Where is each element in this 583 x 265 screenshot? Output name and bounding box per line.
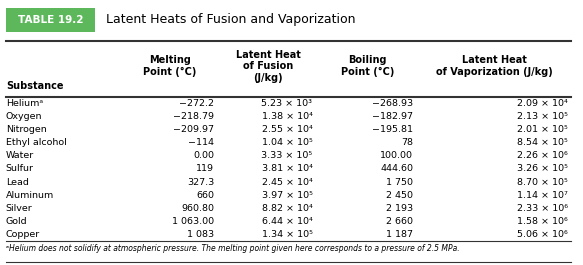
Text: 2.26 × 10⁶: 2.26 × 10⁶ [517,151,568,160]
Text: 2.09 × 10⁴: 2.09 × 10⁴ [517,99,568,108]
Text: Lead: Lead [6,178,29,187]
Text: 2.45 × 10⁴: 2.45 × 10⁴ [262,178,312,187]
Text: Heliumᵃ: Heliumᵃ [6,99,43,108]
Text: 1.38 × 10⁴: 1.38 × 10⁴ [262,112,312,121]
FancyBboxPatch shape [6,8,95,32]
Text: 444.60: 444.60 [380,165,413,173]
Text: 1.34 × 10⁵: 1.34 × 10⁵ [262,230,312,239]
Text: 3.81 × 10⁴: 3.81 × 10⁴ [262,165,312,173]
Text: TABLE 19.2: TABLE 19.2 [17,15,83,25]
Text: Boiling
Point (°C): Boiling Point (°C) [341,55,394,77]
Text: 1 063.00: 1 063.00 [173,217,215,226]
Text: 2.55 × 10⁴: 2.55 × 10⁴ [262,125,312,134]
Text: 5.23 × 10³: 5.23 × 10³ [261,99,312,108]
Text: 2 193: 2 193 [386,204,413,213]
Text: −218.79: −218.79 [173,112,215,121]
Text: 1 083: 1 083 [187,230,215,239]
Text: Oxygen: Oxygen [6,112,42,121]
Text: 1.14 × 10⁷: 1.14 × 10⁷ [517,191,568,200]
Text: Nitrogen: Nitrogen [6,125,47,134]
Text: 2 660: 2 660 [387,217,413,226]
Text: Latent Heats of Fusion and Vaporization: Latent Heats of Fusion and Vaporization [106,13,355,26]
Text: Water: Water [6,151,34,160]
Text: −272.2: −272.2 [180,99,215,108]
Text: 1.58 × 10⁶: 1.58 × 10⁶ [517,217,568,226]
Text: 0.00: 0.00 [194,151,215,160]
Text: 1.04 × 10⁵: 1.04 × 10⁵ [262,138,312,147]
Text: 3.97 × 10⁵: 3.97 × 10⁵ [262,191,312,200]
Text: 1 187: 1 187 [387,230,413,239]
Text: 3.26 × 10⁵: 3.26 × 10⁵ [517,165,568,173]
Text: −114: −114 [188,138,215,147]
Text: 8.54 × 10⁵: 8.54 × 10⁵ [517,138,568,147]
Text: Silver: Silver [6,204,33,213]
Text: 2.01 × 10⁵: 2.01 × 10⁵ [517,125,568,134]
Text: −182.97: −182.97 [373,112,413,121]
Text: −268.93: −268.93 [372,99,413,108]
Text: −195.81: −195.81 [373,125,413,134]
Text: Substance: Substance [6,81,64,91]
Text: Aluminum: Aluminum [6,191,54,200]
Text: Latent Heat
of Vaporization (J/kg): Latent Heat of Vaporization (J/kg) [436,55,553,77]
Text: Copper: Copper [6,230,40,239]
Text: 78: 78 [401,138,413,147]
Text: 2.33 × 10⁶: 2.33 × 10⁶ [517,204,568,213]
Text: 100.00: 100.00 [380,151,413,160]
Text: 960.80: 960.80 [181,204,215,213]
Text: Melting
Point (°C): Melting Point (°C) [143,55,197,77]
Text: 1 750: 1 750 [387,178,413,187]
Text: 3.33 × 10⁵: 3.33 × 10⁵ [261,151,312,160]
Text: 327.3: 327.3 [187,178,215,187]
Text: 8.82 × 10⁴: 8.82 × 10⁴ [262,204,312,213]
Text: 8.70 × 10⁵: 8.70 × 10⁵ [517,178,568,187]
Text: 119: 119 [196,165,215,173]
Text: 660: 660 [196,191,215,200]
Text: 5.06 × 10⁶: 5.06 × 10⁶ [517,230,568,239]
Text: ᵃHelium does not solidify at atmospheric pressure. The melting point given here : ᵃHelium does not solidify at atmospheric… [6,244,459,253]
Text: Latent Heat
of Fusion
(J/kg): Latent Heat of Fusion (J/kg) [236,50,301,83]
Text: −209.97: −209.97 [173,125,215,134]
Text: Gold: Gold [6,217,27,226]
Text: Ethyl alcohol: Ethyl alcohol [6,138,66,147]
Text: 6.44 × 10⁴: 6.44 × 10⁴ [262,217,312,226]
Text: 2 450: 2 450 [387,191,413,200]
Text: Sulfur: Sulfur [6,165,34,173]
Text: 2.13 × 10⁵: 2.13 × 10⁵ [517,112,568,121]
